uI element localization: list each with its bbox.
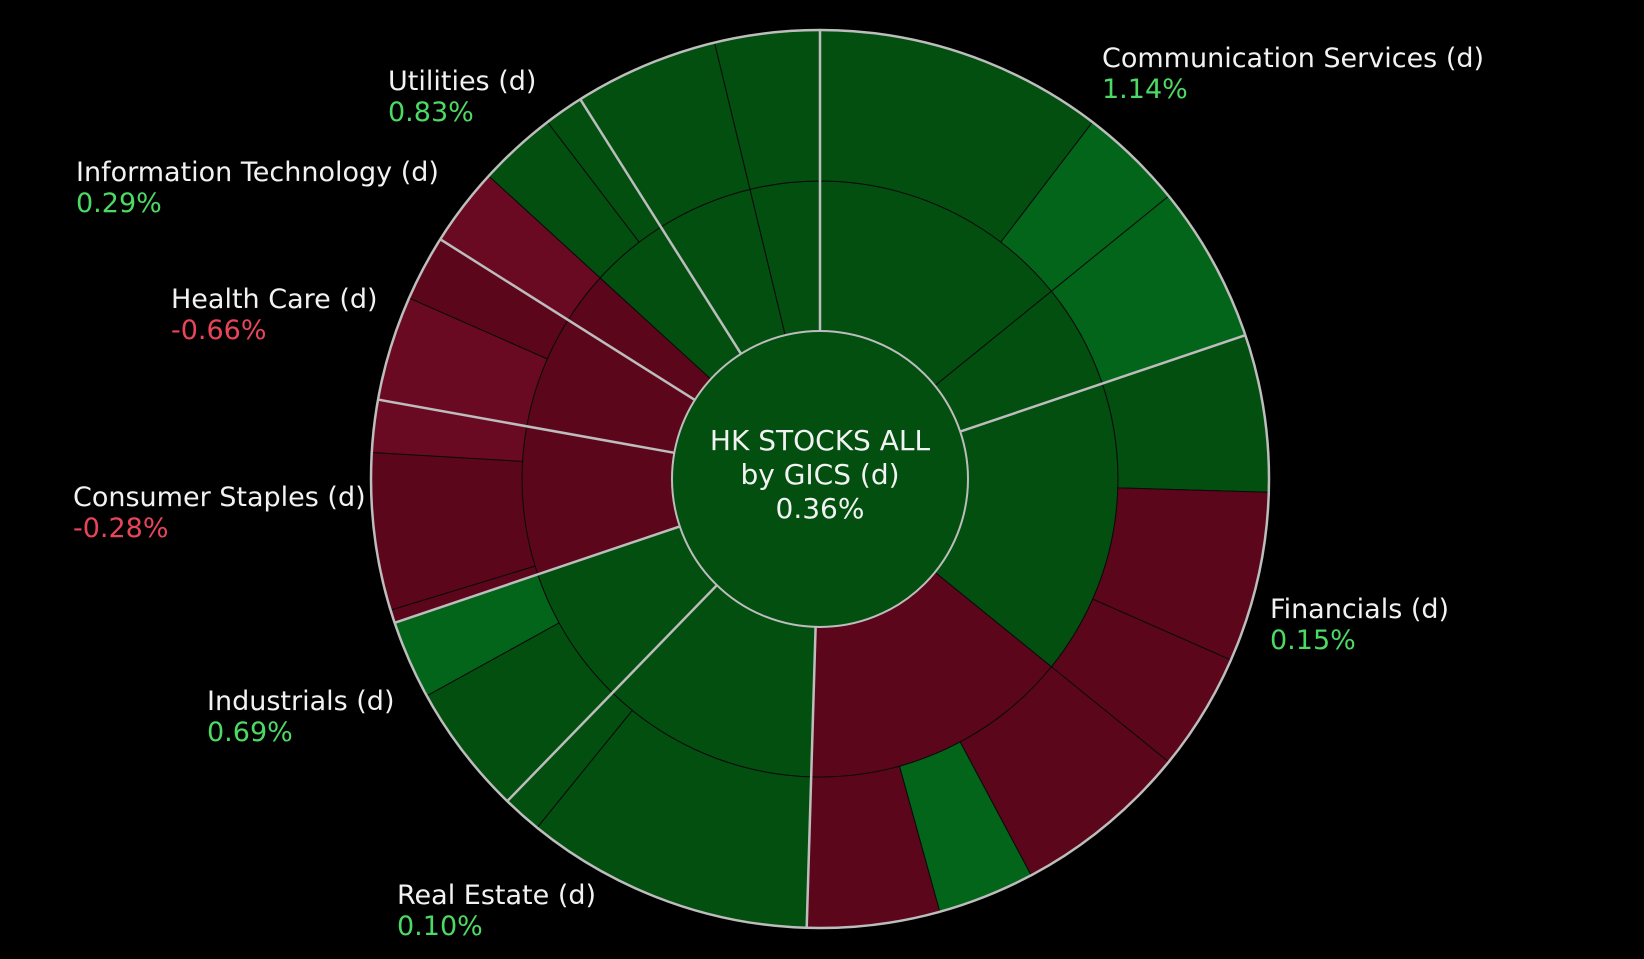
sector-divider (394, 525, 681, 624)
sector-name: Financials (d) (1270, 594, 1450, 625)
sector-change: -0.66% (171, 315, 267, 346)
chart-subtitle: by GICS (d) (740, 458, 899, 491)
sector-name: Health Care (d) (171, 284, 378, 315)
label-industrials[interactable]: Industrials (d) 0.69% (207, 686, 394, 748)
sector-name: Consumer Staples (d) (73, 482, 366, 513)
label-information-technology[interactable]: Information Technology (d) 0.29% (76, 157, 439, 219)
sector-divider (439, 238, 696, 402)
total-change: 0.36% (776, 492, 865, 525)
sector-change: 0.29% (76, 188, 162, 219)
sector-divider (805, 626, 817, 928)
outer-border (369, 28, 1271, 930)
sector-change: 0.83% (388, 97, 474, 128)
sector-change: 0.69% (207, 717, 293, 748)
label-health-care[interactable]: Health Care (d) -0.66% (171, 284, 378, 346)
sector-name: Industrials (d) (207, 686, 395, 717)
sector-divider (579, 98, 743, 355)
label-real-estate[interactable]: Real Estate (d) 0.10% (397, 880, 596, 942)
sector-dividers (377, 30, 1246, 928)
sector-change: -0.28% (73, 513, 169, 544)
label-communication-services[interactable]: Communication Services (d) 1.14% (1102, 43, 1484, 105)
chart-title: HK STOCKS ALL (710, 424, 931, 457)
sunburst-rings (370, 29, 1270, 929)
sector-divider (959, 334, 1246, 433)
sector-divider (506, 584, 718, 803)
label-utilities[interactable]: Utilities (d) 0.83% (388, 66, 536, 128)
sector-name: Utilities (d) (388, 66, 537, 97)
sector-name: Information Technology (d) (76, 157, 439, 188)
sector-divider (377, 398, 675, 455)
sector-name: Communication Services (d) (1102, 43, 1485, 74)
center-disc[interactable] (671, 330, 969, 628)
sector-change: 1.14% (1102, 74, 1188, 105)
sector-change: 0.15% (1270, 625, 1356, 656)
sector-name: Real Estate (d) (397, 880, 597, 911)
label-financials[interactable]: Financials (d) 0.15% (1270, 594, 1449, 656)
label-consumer-staples[interactable]: Consumer Staples (d) -0.28% (73, 482, 366, 544)
sector-change: 0.10% (397, 911, 483, 942)
